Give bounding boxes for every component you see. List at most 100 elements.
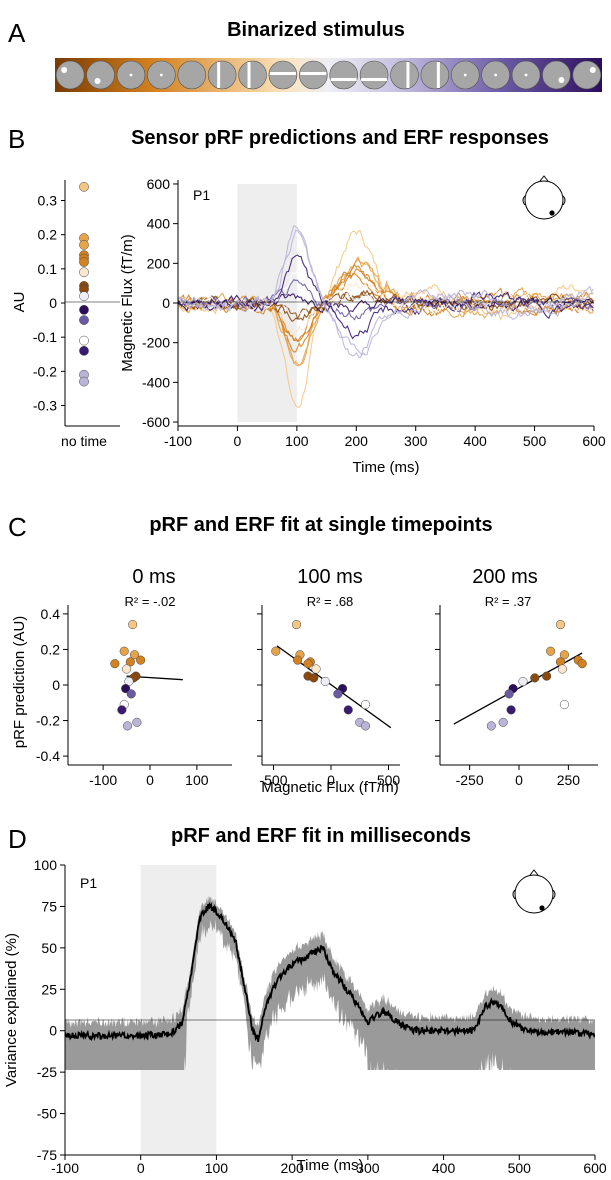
panel-d-variance-band — [65, 895, 595, 1070]
stimulus-disc — [207, 60, 237, 90]
scatter-point — [122, 721, 133, 731]
scatter-point — [559, 700, 569, 710]
erf-trace — [178, 267, 594, 328]
scatter-point — [271, 646, 281, 656]
panel-c-scatter-plots: -100 0 100 0.4 0.2 0 -0.2 -0.4 -500 0 500 -250 0 250 — [36, 605, 598, 788]
y-tick-label: 0 — [162, 295, 170, 311]
x-tick-label: -100 — [164, 433, 192, 449]
x-tick-label: -500 — [259, 772, 287, 788]
panel-d-ylabel: Variance explained (%) — [3, 933, 20, 1087]
panel-b-right-ylabel: Magnetic Flux (fT/m) — [119, 234, 136, 372]
variance-mean-line — [65, 901, 595, 1042]
scatter-point — [518, 676, 528, 686]
scatter-point — [486, 721, 496, 731]
y-tick-label: 0.4 — [41, 606, 61, 622]
head-icon — [512, 869, 556, 914]
y-tick-label: 50 — [41, 940, 57, 956]
stimulus-disc — [238, 60, 267, 90]
panel-c-r2-0ms: R² = -.02 — [125, 594, 176, 609]
y-tick-label: -400 — [142, 374, 170, 390]
x-tick-label: -100 — [89, 772, 117, 788]
scatter-point — [125, 657, 135, 667]
au-point — [79, 240, 89, 250]
stimulus-bar — [406, 62, 410, 88]
stimulus-dot — [558, 77, 565, 83]
stimulus-dot — [61, 67, 68, 73]
scatter-point — [309, 673, 319, 683]
panel-b-left-ylabel: AU — [11, 292, 28, 313]
y-tick-label: -200 — [142, 335, 170, 351]
panel-d-axes — [64, 865, 595, 1156]
stimulus-strip — [55, 58, 602, 92]
x-tick-label: 300 — [404, 433, 428, 449]
panel-b-right-xlabel: Time (ms) — [353, 459, 420, 476]
y-tick-label: 0.2 — [38, 227, 58, 243]
stimulus-bar — [330, 78, 357, 81]
au-point — [79, 376, 89, 387]
scatter-point — [360, 700, 371, 710]
y-tick-label: -600 — [142, 414, 170, 430]
scatter-point — [320, 676, 330, 686]
panel-d-xlabel: Time (ms) — [297, 1157, 364, 1174]
x-tick-label: -100 — [51, 1160, 79, 1176]
scatter-point — [121, 684, 131, 694]
scatter-point — [110, 659, 120, 669]
x-tick-label: 100 — [285, 433, 309, 449]
au-point — [79, 335, 89, 346]
y-tick-label: 0.2 — [41, 641, 61, 657]
panel-c-r2-100ms: R² = .68 — [307, 594, 354, 609]
scatter-point — [542, 671, 552, 681]
scatter-point — [498, 717, 508, 727]
panel-b-letter: B — [8, 124, 25, 154]
stimulus-disc — [55, 60, 85, 90]
x-tick-label: 200 — [280, 1160, 304, 1176]
stimulus-discs — [55, 60, 602, 90]
stimulus-bar — [247, 62, 251, 88]
y-tick-label: 0 — [49, 295, 57, 311]
panel-b-right-xticks: -100 0 100 200 300 400 500 600 — [164, 426, 606, 449]
y-tick-label: 0 — [52, 677, 60, 693]
y-tick-label: 100 — [34, 857, 58, 873]
x-tick-label: -250 — [456, 772, 484, 788]
au-point — [79, 345, 89, 356]
x-tick-label: 0 — [234, 433, 242, 449]
scatter-point — [343, 705, 353, 715]
x-tick-label: 250 — [557, 772, 581, 788]
panel-b-sensor-label: P1 — [193, 187, 210, 203]
scatter-point — [557, 664, 568, 674]
panel-c-sub-200ms: 200 ms — [472, 566, 538, 588]
stimulus-disc — [359, 60, 389, 90]
x-tick-label: 300 — [356, 1160, 380, 1176]
stimulus-dot — [129, 73, 133, 77]
scatter-point — [506, 705, 516, 715]
x-tick-label: 500 — [377, 772, 401, 788]
y-tick-label: 0 — [49, 1023, 57, 1039]
au-point — [79, 267, 89, 278]
scatter-point — [504, 689, 514, 699]
stimulus-dot — [589, 67, 596, 73]
au-point — [79, 304, 89, 315]
scatter-point — [577, 659, 587, 669]
stimulus-dot — [524, 73, 528, 77]
scatter-point — [293, 655, 303, 665]
scatter-point — [555, 620, 566, 630]
panel-b-right-yticks: 600 400 200 0 -200 -400 -600 — [142, 176, 178, 430]
x-tick-label: 400 — [432, 1160, 456, 1176]
scatter-point — [129, 650, 140, 660]
x-tick-label: 0 — [146, 772, 154, 788]
stimulus-dot — [159, 73, 163, 77]
y-tick-label: -0.4 — [36, 748, 60, 764]
y-tick-label: 25 — [41, 981, 57, 997]
x-tick-label: 0 — [137, 1160, 145, 1176]
scatter-point — [117, 705, 127, 715]
au-point — [79, 291, 89, 302]
stimulus-disc — [420, 60, 450, 90]
panel-c-sub-0ms: 0 ms — [132, 566, 175, 588]
x-tick-label: 0 — [327, 772, 335, 788]
scatter-point — [132, 717, 142, 727]
y-tick-label: -0.2 — [33, 363, 57, 379]
x-tick-label: 400 — [463, 433, 487, 449]
panel-b-title: Sensor pRF predictions and ERF responses — [131, 127, 549, 149]
panel-b-left-xtick: no time — [61, 433, 107, 449]
stimulus-disc — [177, 60, 207, 90]
